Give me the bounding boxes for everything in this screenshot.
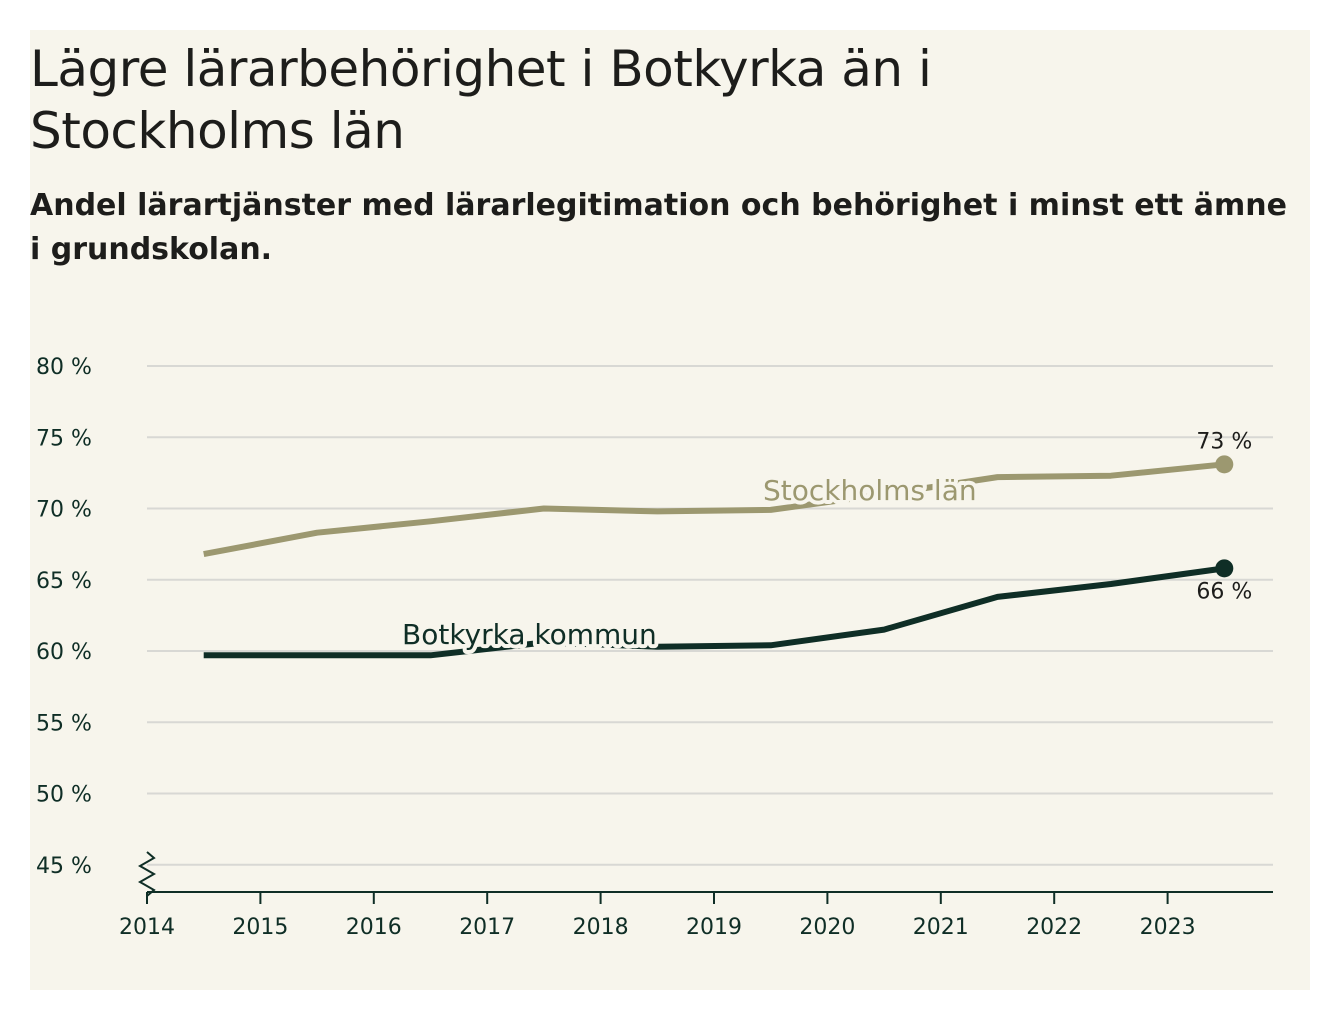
y-tick-label: 75 % — [36, 426, 92, 451]
gridlines — [147, 365, 1273, 866]
series-line-botkyrka-kommun — [203, 565, 1225, 659]
x-tick-label: 2018 — [573, 915, 629, 940]
x-axis — [137, 851, 1273, 897]
y-tick-label: 65 % — [36, 569, 92, 594]
series — [203, 455, 1234, 659]
x-tick-label: 2021 — [913, 915, 969, 940]
chart-title: Lägre lärarbehörighet i Botkyrka än i St… — [30, 40, 932, 160]
series-label-botkyrka-kommun: Botkyrka kommun — [402, 618, 657, 651]
end-value-label-stockholms-lan: 73 % — [1196, 429, 1252, 454]
end-point-stockholms-lan — [1215, 455, 1234, 474]
x-axis-ticks: 2014 2015 2016 2017 2018 2019 2020 2021 2022 2023 — [119, 892, 1196, 940]
end-value-label-botkyrka-kommun: 66 % — [1196, 579, 1252, 604]
y-tick-label: 70 % — [36, 498, 92, 523]
series-label-stockholms-lan: Stockholms län — [763, 474, 977, 507]
series-labels: Stockholms län 73 % Botkyrka kommun 66 % — [398, 429, 1252, 655]
end-point-botkyrka-kommun — [1215, 559, 1234, 578]
axis-break-mark — [137, 851, 157, 897]
x-tick-label: 2016 — [346, 915, 402, 940]
y-tick-label: 80 % — [36, 355, 92, 380]
y-tick-label: 45 % — [36, 854, 92, 879]
line-chart: 80 %75 %70 %65 %60 %55 %50 %45 % 2014 201… — [36, 355, 1273, 940]
x-tick-label: 2019 — [686, 915, 742, 940]
y-axis-ticks: 80 % 75 % 70 % 65 % 60 % 55 % 50 % 45 % — [36, 355, 92, 879]
y-tick-label: 50 % — [36, 783, 92, 808]
x-tick-label: 2014 — [119, 915, 175, 940]
x-tick-label: 2022 — [1026, 915, 1082, 940]
chart-subtitle: Andel lärartjänster med lärarlegitimatio… — [30, 188, 1287, 267]
y-tick-label: 55 % — [36, 711, 92, 736]
chart-card: Lägre lärarbehörighet i Botkyrka än i St… — [30, 30, 1310, 990]
series-line-stockholms-lan — [203, 461, 1225, 558]
x-tick-label: 2015 — [232, 915, 288, 940]
x-tick-label: 2023 — [1140, 915, 1196, 940]
y-tick-label: 60 % — [36, 640, 92, 665]
x-tick-label: 2017 — [459, 915, 515, 940]
x-tick-label: 2020 — [799, 915, 855, 940]
